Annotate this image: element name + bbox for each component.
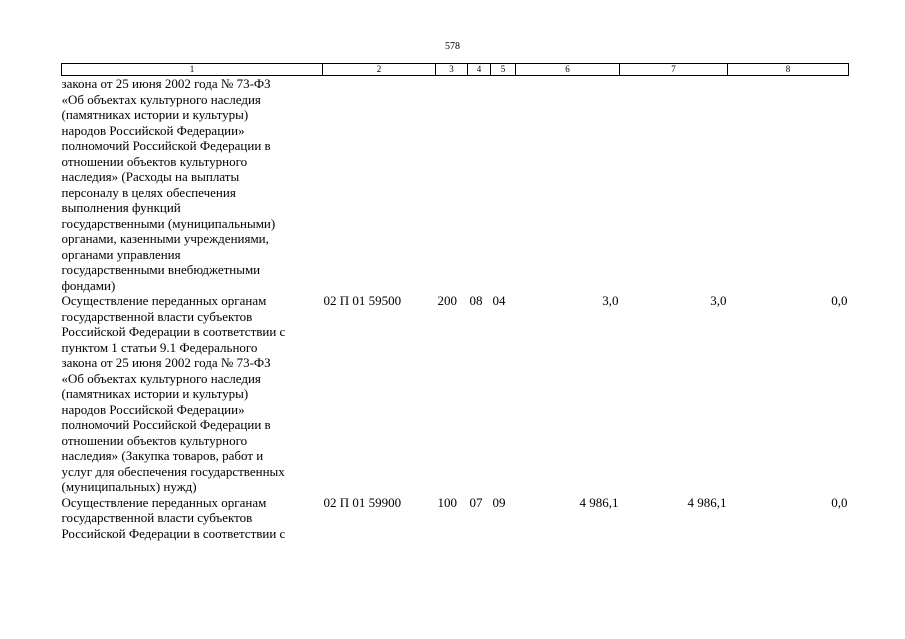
row-expense-type [436, 76, 468, 294]
column-number-header: 8 [727, 63, 849, 76]
budget-table: 1 2 3 4 5 6 7 8 закона от 25 июня 2002 г… [61, 63, 849, 541]
row-target-code: 02 П 01 59500 [323, 293, 402, 308]
table-row: Осуществление переданных органам государ… [62, 293, 849, 495]
row-amount-federal: 3,0 [710, 293, 727, 308]
table-row: закона от 25 июня 2002 года № 73-ФЗ «Об … [62, 76, 849, 294]
row-target-code: 02 П 01 59900 [323, 494, 402, 510]
row-amount-federal [620, 76, 728, 294]
row-amount-total [516, 76, 620, 294]
row-description: закона от 25 июня 2002 года № 73-ФЗ «Об … [61, 76, 276, 293]
row-subsection: 04 [492, 293, 506, 308]
page-number: 578 [445, 41, 460, 52]
column-number-header: 3 [435, 63, 468, 76]
row-section [468, 76, 491, 294]
row-description: Осуществление переданных органам государ… [61, 494, 286, 541]
column-number-header: 5 [490, 63, 516, 76]
row-amount-total: 3,0 [602, 293, 619, 308]
row-subsection: 09 [492, 494, 506, 510]
column-number-header: 4 [467, 63, 491, 76]
row-subsection [491, 76, 516, 294]
table-row: Осуществление переданных органам государ… [62, 495, 849, 542]
column-number-header: 7 [619, 63, 728, 76]
row-amount-total: 4 986,1 [579, 494, 619, 510]
row-section: 07 [469, 494, 483, 510]
column-number-header: 6 [515, 63, 620, 76]
row-expense-type: 100 [437, 494, 458, 510]
column-number-header: 1 [61, 63, 323, 76]
row-amount-federal: 4 986,1 [687, 494, 727, 510]
row-target-code [323, 76, 436, 294]
row-amount-other: 0,0 [831, 494, 848, 510]
row-amount-other: 0,0 [831, 293, 848, 308]
row-section: 08 [469, 293, 483, 308]
row-description: Осуществление переданных органам государ… [61, 293, 286, 494]
row-amount-other [728, 76, 849, 294]
column-number-row: 1 2 3 4 5 6 7 8 [61, 63, 849, 76]
column-number-header: 2 [322, 63, 436, 76]
row-expense-type: 200 [437, 293, 458, 308]
